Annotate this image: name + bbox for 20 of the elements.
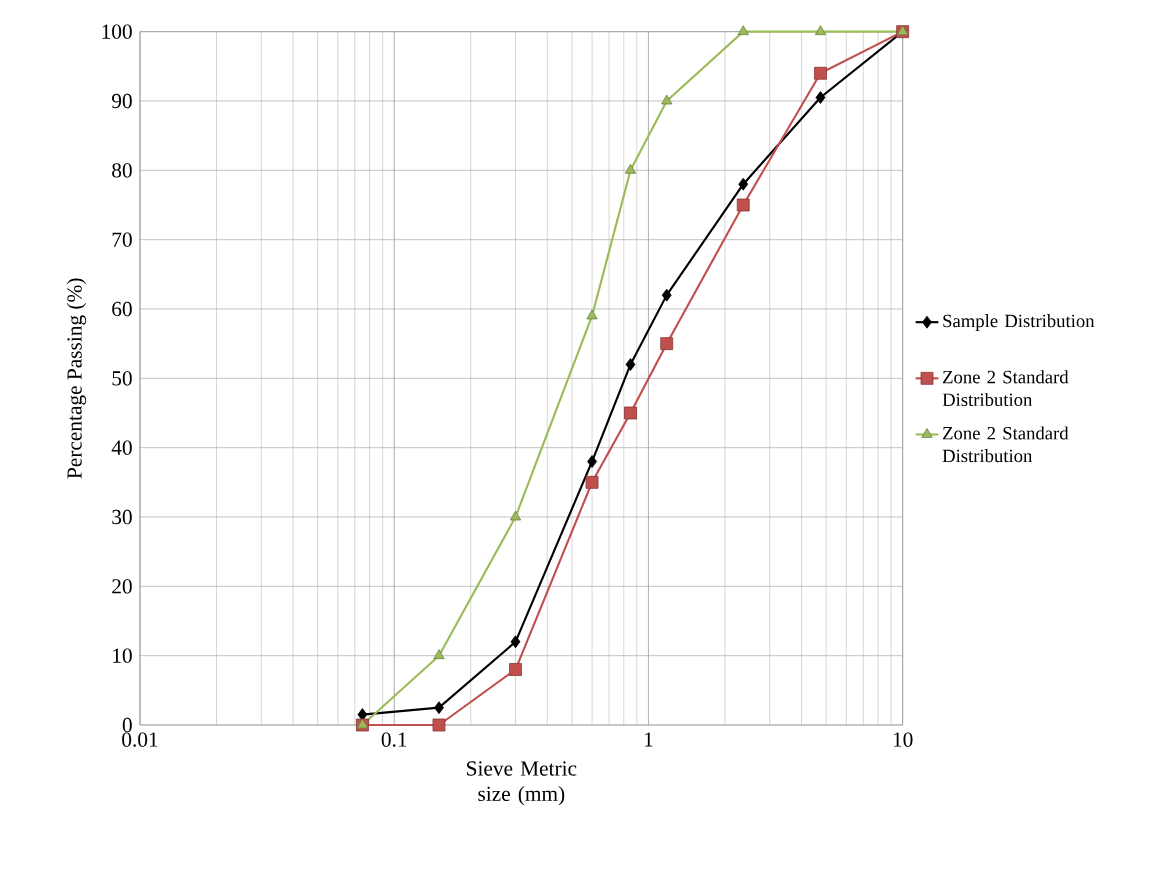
- y-tick-label: 100: [102, 24, 132, 39]
- y-tick-label: 80: [112, 163, 132, 178]
- y-tick-label: 50: [112, 371, 132, 386]
- y-tick-label: 40: [111, 440, 132, 455]
- y-tick-label: 70: [112, 232, 132, 247]
- y-tick-label: 20: [112, 579, 132, 594]
- x-tick-label: 0.1: [381, 732, 407, 747]
- x-tick-label: 0.01: [122, 732, 158, 747]
- y-tick-label: 90: [111, 93, 132, 109]
- legend-label: Zone 2 Standard Distribution: [942, 426, 1069, 463]
- y-tick-label: 60: [112, 301, 132, 317]
- x-axis-title: Sieve Metric size (mm): [467, 761, 577, 806]
- y-tick-label: 0: [122, 717, 132, 733]
- y-tick-label: 30: [112, 509, 132, 525]
- x-tick-label: 10: [893, 732, 913, 747]
- y-axis-title: Percentage Passing (%): [66, 278, 87, 479]
- y-tick-label: 10: [113, 648, 132, 663]
- x-tick-label: 1: [644, 732, 653, 747]
- legend-label: Sample Distribution: [943, 314, 1095, 332]
- legend-label: Zone 2 Standard Distribution: [942, 370, 1069, 407]
